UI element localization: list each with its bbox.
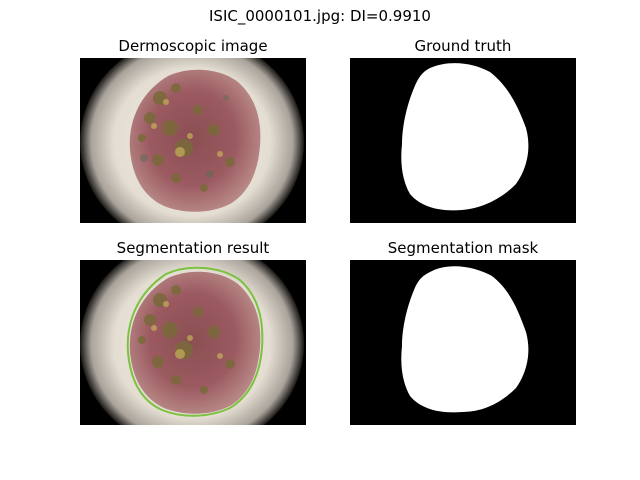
segmentation-result-panel (80, 260, 306, 425)
lesion-area (129, 69, 261, 212)
dermoscopic-image-panel (80, 58, 306, 223)
panel-title-segmentation-mask: Segmentation mask (387, 239, 539, 257)
segmentation-mask-panel (350, 260, 576, 425)
panel-title-dermoscopic-image: Dermoscopic image (118, 37, 268, 55)
segmentation-result-image (80, 260, 306, 425)
segmentation-contour (126, 266, 264, 417)
ground-truth-panel (350, 58, 576, 223)
figure-title: ISIC_0000101.jpg: DI=0.9910 (209, 7, 431, 25)
panel-title-segmentation-result: Segmentation result (116, 239, 270, 257)
segmentation-mask (350, 260, 576, 425)
ground-truth-mask (350, 58, 576, 223)
dermoscopic-image (80, 58, 306, 223)
panel-title-ground-truth: Ground truth (414, 37, 512, 55)
